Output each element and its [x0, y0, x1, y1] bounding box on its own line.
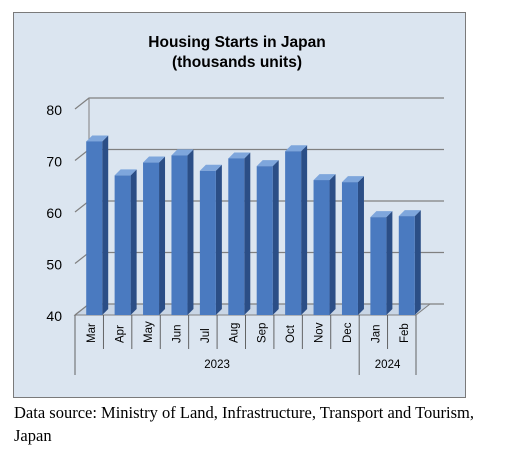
bar-top [313, 174, 336, 181]
x-tick-label: Feb [399, 323, 411, 343]
bar-front [171, 155, 188, 315]
bar [341, 176, 364, 315]
bar-side [301, 145, 308, 315]
bar-top [143, 156, 166, 163]
bar-side [272, 160, 279, 315]
bar [285, 145, 308, 315]
x-tick-label: Nov [314, 322, 326, 343]
chart-svg: Housing Starts in Japan (thousands units… [14, 13, 465, 397]
x-tick-label: Aug [228, 323, 240, 343]
bar-front [86, 141, 103, 315]
bar [114, 169, 137, 315]
bar-top [171, 149, 194, 156]
bar-front [114, 175, 131, 315]
bar-top [370, 211, 393, 218]
chart-title: Housing Starts in Japan [148, 34, 325, 51]
y-tick-label: 80 [46, 102, 62, 118]
bar-side [130, 169, 137, 315]
bar-side [244, 152, 251, 315]
bar-side [329, 174, 336, 315]
bar-front [285, 151, 302, 315]
y-tick-label: 50 [46, 257, 62, 273]
x-group-label: 2023 [204, 359, 230, 371]
y-tick-label: 40 [46, 308, 62, 324]
bars [86, 135, 421, 315]
data-source-note: Data source: Ministry of Land, Infrastru… [14, 403, 474, 445]
x-tick-label: Apr [115, 325, 127, 343]
bar [199, 164, 222, 315]
bar-top [114, 169, 137, 176]
bar-side [386, 211, 393, 315]
bar-top [285, 145, 308, 152]
y-axis-tick-labels: 40 50 60 70 80 [46, 102, 62, 324]
x-tick-label: Oct [285, 324, 297, 343]
bar [228, 152, 251, 315]
bar-front [341, 182, 358, 315]
y-tick-label: 60 [46, 205, 62, 221]
bar-side [414, 210, 421, 315]
x-tick-label: Sep [257, 323, 269, 343]
bar-side [187, 149, 194, 315]
bar-side [357, 176, 364, 315]
x-tick-label: Dec [342, 322, 354, 343]
x-tick-label: Jul [200, 328, 212, 343]
bar-side [159, 156, 166, 315]
x-tick-label: Jun [171, 324, 183, 343]
bar-front [313, 180, 330, 315]
x-group-label: 2024 [375, 359, 401, 371]
x-tick-label: Mar [86, 323, 98, 343]
bar [86, 135, 109, 315]
bar-top [398, 210, 421, 217]
bar [313, 174, 336, 315]
bar [370, 211, 393, 315]
bar-top [341, 176, 364, 183]
bar-front [370, 217, 387, 315]
bar [398, 210, 421, 315]
bar-side [215, 164, 222, 315]
bar-side [102, 135, 109, 315]
x-tick-label: May [143, 321, 155, 343]
bar-top [256, 160, 279, 167]
bar-top [199, 164, 222, 171]
bar-top [228, 152, 251, 159]
bar-top [86, 135, 109, 142]
bar-front [398, 216, 415, 315]
y-tick-label: 70 [46, 154, 62, 170]
bar [143, 156, 166, 315]
bar-front [228, 158, 245, 315]
chart-subtitle: (thousands units) [172, 54, 302, 71]
x-axis: Mar Apr May Jun Jul Aug Sep Oct Nov Dec Jan Feb 2023… [74, 315, 417, 375]
bar-front [256, 166, 273, 315]
x-tick-label: Jan [370, 324, 382, 343]
bar [171, 149, 194, 315]
bar-front [143, 162, 160, 315]
bar [256, 160, 279, 315]
chart-frame: Housing Starts in Japan (thousands units… [13, 12, 466, 398]
bar-front [199, 170, 216, 315]
